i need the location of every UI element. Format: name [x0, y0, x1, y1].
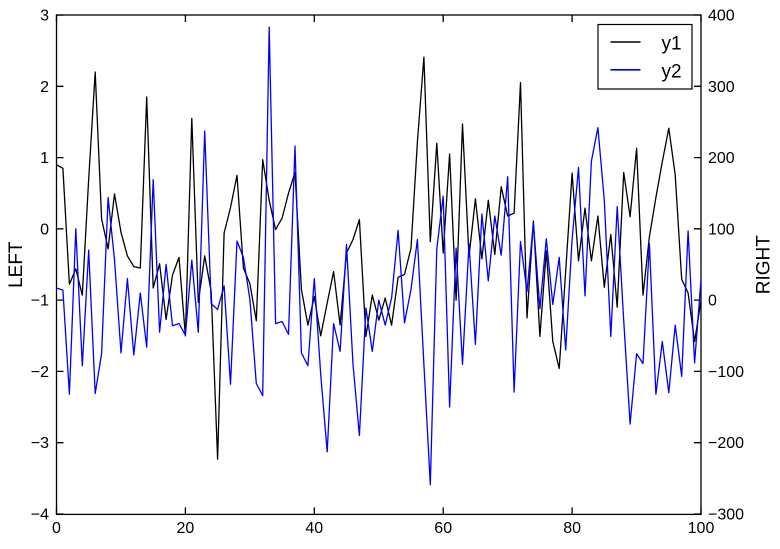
- svg-text:200: 200: [708, 150, 735, 167]
- svg-text:2: 2: [40, 79, 49, 96]
- svg-text:−4: −4: [31, 507, 49, 524]
- svg-text:300: 300: [708, 79, 735, 96]
- svg-text:−2: −2: [31, 364, 49, 381]
- svg-text:0: 0: [52, 520, 61, 537]
- svg-text:100: 100: [688, 520, 715, 537]
- svg-text:3: 3: [40, 8, 49, 25]
- svg-text:60: 60: [434, 520, 452, 537]
- svg-text:y2: y2: [662, 61, 682, 82]
- svg-text:−100: −100: [708, 364, 744, 381]
- svg-text:−1: −1: [31, 293, 49, 310]
- svg-text:20: 20: [177, 520, 195, 537]
- svg-text:100: 100: [708, 221, 735, 238]
- svg-text:−200: −200: [708, 435, 744, 452]
- svg-text:1: 1: [40, 150, 49, 167]
- svg-text:0: 0: [708, 293, 717, 310]
- svg-text:−300: −300: [708, 507, 744, 524]
- svg-text:80: 80: [563, 520, 581, 537]
- svg-text:LEFT: LEFT: [6, 241, 27, 288]
- svg-text:0: 0: [40, 221, 49, 238]
- svg-text:y1: y1: [662, 34, 682, 55]
- svg-text:−3: −3: [31, 435, 49, 452]
- svg-text:RIGHT: RIGHT: [754, 235, 775, 295]
- svg-text:400: 400: [708, 8, 735, 25]
- svg-text:40: 40: [305, 520, 323, 537]
